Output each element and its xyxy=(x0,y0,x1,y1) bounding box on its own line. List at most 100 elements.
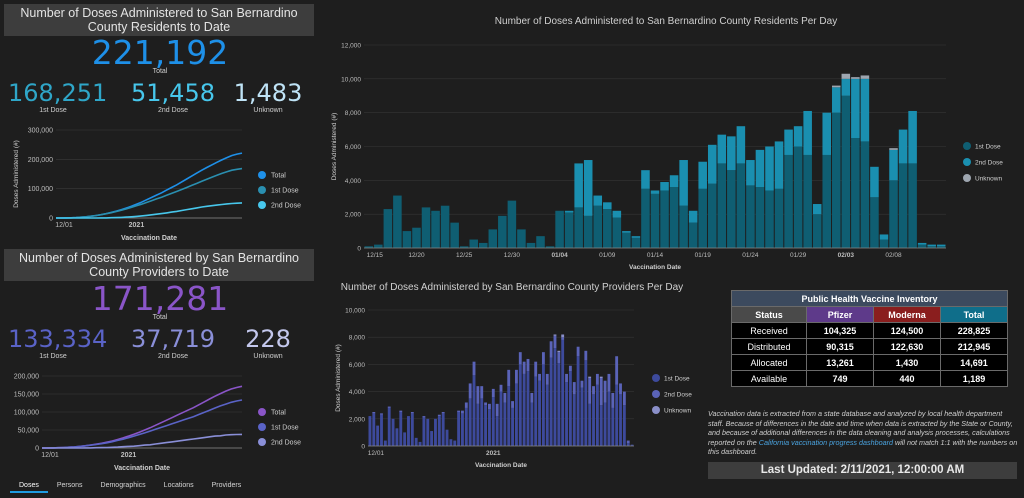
bar-1st-dose xyxy=(555,210,564,248)
bar-1st-dose xyxy=(698,188,707,248)
x-tick-label: 01/19 xyxy=(695,252,712,259)
bar-1st-dose xyxy=(393,195,402,248)
bar-1st-dose xyxy=(599,405,603,446)
bar-2nd-dose xyxy=(464,402,468,408)
bar-2nd-dose xyxy=(583,160,593,216)
bar-2nd-dose xyxy=(860,78,870,142)
providers-unknown-value: 228 xyxy=(245,325,291,353)
residents-unknown-value: 1,483 xyxy=(233,79,303,107)
x-tick-label: 2021 xyxy=(486,450,501,457)
series-line-total xyxy=(42,385,243,449)
bar-1st-dose xyxy=(784,154,793,248)
bar-1st-dose xyxy=(421,207,431,248)
x-tick-label: 01/14 xyxy=(647,252,664,259)
inventory-row: Allocated 13,261 1,430 14,691 xyxy=(731,354,1008,371)
bar-1st-dose xyxy=(478,242,488,248)
bar-unknown xyxy=(599,376,603,378)
y-tick-label: 50,000 xyxy=(18,428,40,435)
bar-2nd-dose xyxy=(518,352,522,365)
x-axis-label: Vaccination Date xyxy=(629,264,681,271)
y-axis-label: Doses Administered (#) xyxy=(13,140,20,208)
legend-label: Unknown xyxy=(664,408,691,415)
bar-1st-dose xyxy=(898,163,908,248)
tab-doses[interactable]: Doses xyxy=(10,480,48,493)
legend-marker xyxy=(258,186,266,194)
bar-1st-dose xyxy=(412,227,421,248)
x-tick-label: 2021 xyxy=(129,222,145,229)
bar-unknown xyxy=(889,148,898,150)
bar-1st-dose xyxy=(660,190,669,248)
bar-1st-dose xyxy=(822,154,832,248)
bar-2nd-dose xyxy=(736,126,746,164)
bar-1st-dose xyxy=(459,246,469,248)
x-tick-label: 02/03 xyxy=(838,252,855,259)
bar-1st-dose xyxy=(383,440,387,446)
tab-locations[interactable]: Locations xyxy=(163,482,194,489)
bar-1st-dose xyxy=(545,246,555,248)
y-tick-label: 100,000 xyxy=(14,410,39,417)
dashboard-link[interactable]: California vaccination progress dashboar… xyxy=(758,437,893,447)
legend-marker xyxy=(258,438,266,446)
bar-1st-dose xyxy=(469,239,478,248)
bar-1st-dose xyxy=(592,394,595,446)
inventory-cell: 212,945 xyxy=(940,338,1008,355)
legend-label: 1st Dose xyxy=(271,188,299,195)
inventory-cell: 13,261 xyxy=(806,354,874,371)
bar-1st-dose xyxy=(376,425,380,446)
bar-1st-dose xyxy=(549,357,553,446)
bar-2nd-dose xyxy=(688,210,698,223)
bar-1st-dose xyxy=(765,190,774,248)
series-line-total xyxy=(56,152,243,219)
x-tick-label: 02/08 xyxy=(885,252,902,259)
bar-2nd-dose xyxy=(631,236,641,238)
bar-1st-dose xyxy=(580,387,584,446)
bar-2nd-dose xyxy=(832,87,841,113)
inventory-cell: 749 xyxy=(806,370,874,387)
bar-1st-dose xyxy=(607,391,611,446)
bar-1st-dose xyxy=(774,188,784,248)
bar-1st-dose xyxy=(364,246,374,248)
bar-2nd-dose xyxy=(574,163,583,208)
providers-daily-chart: 0 2,000 4,000 6,000 8,000 10,000 12/01 2021 Vacc… xyxy=(335,282,692,469)
bar-1st-dose xyxy=(619,394,622,446)
bar-2nd-dose xyxy=(746,160,755,186)
tab-demographics[interactable]: Demographics xyxy=(100,482,146,489)
y-tick-label: 8,000 xyxy=(345,110,362,117)
bar-1st-dose xyxy=(564,212,574,248)
bar-2nd-dose xyxy=(626,440,630,444)
providers-total-value: 171,281 xyxy=(91,279,229,318)
inventory-cell: 14,691 xyxy=(940,354,1008,371)
bar-2nd-dose xyxy=(603,202,612,210)
legend-marker xyxy=(258,171,266,179)
inventory-cell: 1,430 xyxy=(873,354,941,371)
bar-1st-dose xyxy=(536,236,545,248)
bar-1st-dose xyxy=(588,403,592,446)
y-tick-label: 0 xyxy=(49,216,53,223)
legend-marker xyxy=(963,142,971,150)
residents-first-label: 1st Dose xyxy=(39,107,67,114)
residents-total-value: 221,192 xyxy=(91,33,229,72)
bar-2nd-dose xyxy=(488,403,491,410)
bar-1st-dose xyxy=(572,394,576,446)
bar-1st-dose xyxy=(584,360,588,446)
providers-second-label: 2nd Dose xyxy=(158,353,188,360)
bar-2nd-dose xyxy=(484,402,488,406)
bar-2nd-dose xyxy=(599,378,603,406)
bar-2nd-dose xyxy=(491,388,495,398)
bar-1st-dose xyxy=(630,444,634,446)
legend-label: 1st Dose xyxy=(975,144,1001,151)
bar-2nd-dose xyxy=(572,382,576,395)
bar-2nd-dose xyxy=(927,244,936,247)
y-tick-label: 0 xyxy=(361,444,365,451)
bar-1st-dose xyxy=(426,418,430,446)
legend-marker xyxy=(963,158,971,166)
legend-label: Total xyxy=(271,410,286,417)
legend-marker xyxy=(963,174,971,182)
bar-1st-dose xyxy=(574,207,583,248)
tab-providers[interactable]: Providers xyxy=(211,482,242,489)
tab-persons[interactable]: Persons xyxy=(56,482,83,489)
bar-2nd-dose xyxy=(803,110,812,155)
chart-title: Number of Doses Administered by San Bern… xyxy=(341,282,683,293)
bar-2nd-dose xyxy=(889,149,898,181)
bar-2nd-dose xyxy=(480,386,484,399)
